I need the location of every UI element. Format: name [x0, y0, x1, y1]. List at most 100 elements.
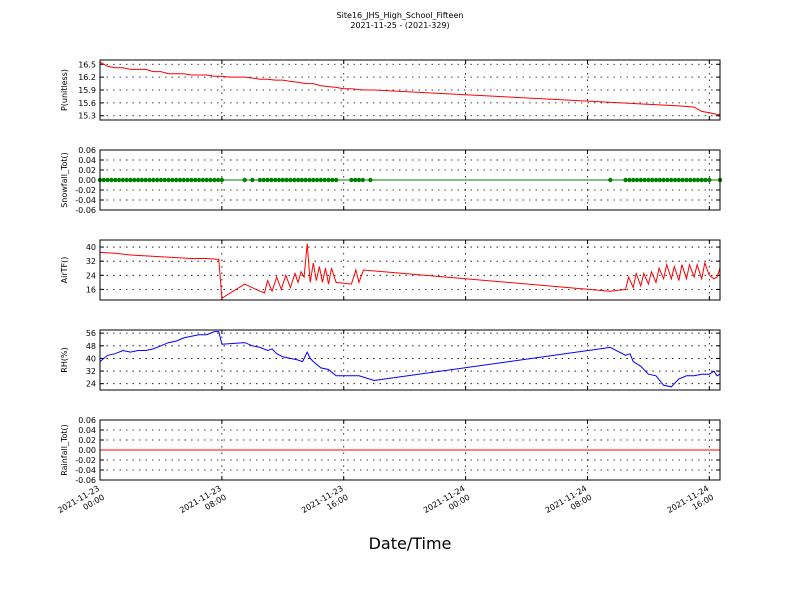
panel-2-data-point: [158, 177, 164, 183]
panel-1-ytick-label: 16.2: [78, 73, 96, 82]
panel-2-data-point: [307, 177, 312, 183]
panel-2-data-point: [132, 177, 137, 183]
panel-5-ylabel: Rainfall_Tot(): [60, 424, 69, 476]
x-tick-label: 2021-11-2308:00: [178, 484, 228, 524]
panel-1-ytick-label: 15.3: [78, 112, 96, 121]
panel-4-ytick-label: 48: [86, 342, 96, 351]
panel-2-data-point: [314, 177, 320, 183]
panel-4-ylabel: RH(%): [60, 347, 69, 372]
panel-1-ytick-label: 15.6: [78, 99, 96, 108]
panel-4-ytick-label: 56: [86, 329, 96, 338]
panel-3-ylabel: AirTF(): [60, 257, 69, 284]
panel-2-data-point: [242, 177, 247, 183]
panel-3-ytick-label: 40: [86, 243, 96, 252]
panel-3-ytick-label: 32: [86, 257, 96, 266]
panel-2-data-point: [311, 177, 316, 183]
panel-2-data-point: [318, 177, 324, 183]
panel-2-data-point: [665, 177, 670, 183]
panel-5-ytick-label: 0.06: [78, 416, 96, 425]
panel-2-data-point: [276, 177, 282, 183]
panel-2-data-point: [634, 177, 640, 183]
panel-2-data-point: [143, 177, 148, 183]
panel-2-data-point: [292, 177, 297, 183]
panel-2-data-point: [627, 177, 632, 183]
panel-4-frame: [99, 329, 721, 391]
panel-2-data-point: [330, 177, 335, 183]
panel-2-data-point: [219, 177, 225, 183]
panel-2-data-point: [688, 177, 693, 183]
panel-2-data-point: [349, 177, 354, 183]
panel-3-ytick-label: 16: [86, 285, 96, 294]
panel-2-data-point: [284, 177, 289, 183]
panel-2-data-point: [116, 177, 122, 183]
panel-2-data-point: [269, 177, 274, 183]
panel-2-data-point: [154, 177, 160, 183]
panel-2-data-point: [288, 177, 293, 183]
panel-2-data-point: [162, 177, 167, 183]
panel-2-data-point: [181, 177, 186, 183]
panel-2-data-point: [139, 177, 145, 183]
panel-5-ytick-label: 0.04: [78, 426, 96, 435]
panel-5-ytick-label: -0.04: [75, 466, 96, 475]
panel-2-ytick-label: -0.04: [75, 196, 96, 205]
panel-2-data-point: [215, 177, 221, 183]
panel-1-series-line: [99, 61, 720, 115]
panel-2-data-point: [128, 177, 133, 183]
panel-2-data-point: [261, 177, 266, 183]
panel-2-data-point: [707, 177, 712, 183]
panel-2-data-point: [299, 177, 305, 183]
chart-subtitle: 2021-11-25 - (2021-329): [350, 21, 450, 30]
panel-2-data-point: [280, 177, 286, 183]
panel-2-ytick-label: 0.00: [78, 176, 96, 185]
panel-2-ytick-label: 0.04: [78, 156, 96, 165]
chart-title: Site16_JHS_High_School_Fifteen: [336, 11, 464, 20]
panel-1-ylabel: P(unitless): [60, 69, 69, 111]
panel-3-ytick-label: 24: [86, 271, 96, 280]
panel-2-data-point: [109, 177, 114, 183]
panel-2-data-point: [120, 177, 126, 183]
x-tick-label: 2021-11-2316:00: [300, 484, 350, 524]
panel-2-data-point: [250, 177, 255, 183]
panel-4-series-line: [99, 331, 721, 388]
panel-2-data-point: [113, 177, 118, 183]
panel-5-ytick-label: -0.06: [75, 476, 96, 485]
panel-5-ytick-label: 0.00: [78, 446, 96, 455]
x-tick-label: 2021-11-2408:00: [544, 484, 594, 524]
panel-2-data-point: [608, 177, 613, 183]
panel-3-frame: [99, 239, 721, 301]
panel-2-data-point: [200, 177, 206, 183]
panel-2-data-point: [368, 177, 373, 183]
panel-2-data-point: [695, 177, 701, 183]
panel-2-data-point: [135, 177, 141, 183]
x-tick-label: 2021-11-2400:00: [422, 484, 472, 524]
panel-2-data-point: [189, 177, 194, 183]
panel-2-data-point: [630, 177, 636, 183]
panel-2-ytick-label: 0.02: [78, 166, 96, 175]
panel-2-data-point: [657, 177, 663, 183]
panel-2-data-point: [177, 177, 183, 183]
x-tick-label: 2021-11-2416:00: [666, 484, 716, 524]
panel-2-data-point: [638, 177, 643, 183]
panel-2-ylabel: Snowfall_Tot(): [60, 152, 69, 208]
panel-4-ytick-label: 24: [86, 380, 96, 389]
panel-2-data-point: [185, 177, 190, 183]
panel-2-data-point: [303, 177, 308, 183]
panel-1-ytick-label: 16.5: [78, 60, 96, 69]
panel-2-data-point: [204, 177, 209, 183]
panel-2-data-point: [124, 177, 129, 183]
panel-2-data-point: [151, 177, 156, 183]
panel-2-data-point: [360, 177, 365, 183]
panel-2-data-point: [326, 177, 331, 183]
panel-2-ytick-label: 0.06: [78, 146, 96, 155]
panel-2-data-point: [101, 177, 107, 183]
x-axis-label: Date/Time: [368, 534, 452, 553]
panel-5-ytick-label: -0.02: [75, 456, 96, 465]
panel-2-data-point: [173, 177, 179, 183]
x-tick-label: 2021-11-2300:00: [56, 484, 106, 524]
panel-2-data-point: [193, 177, 198, 183]
panel-4-ytick-label: 32: [86, 367, 96, 376]
panel-3-series-line: [99, 243, 721, 300]
panel-2-data-point: [672, 177, 678, 183]
panel-1-frame: [99, 59, 721, 121]
panel-2-data-point: [642, 177, 647, 183]
